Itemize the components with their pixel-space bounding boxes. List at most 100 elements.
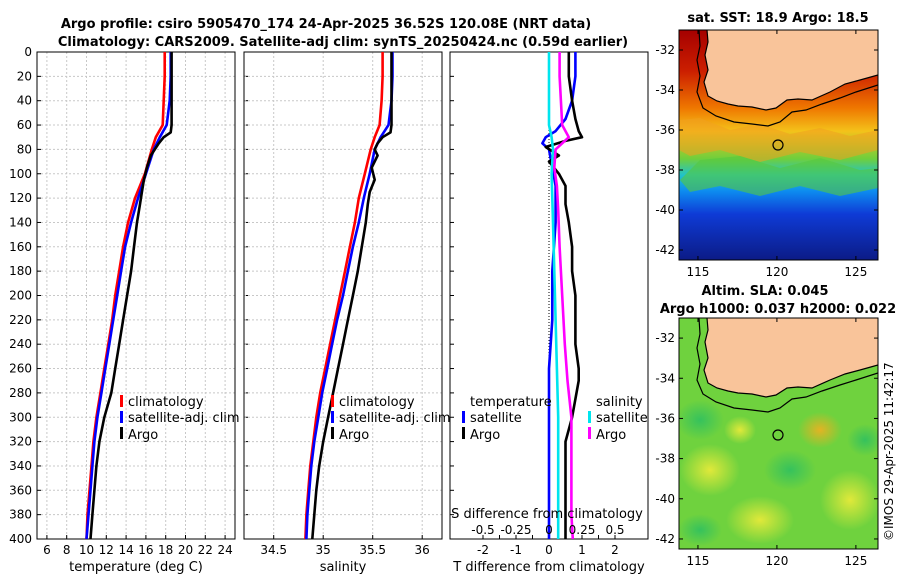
depth-tick-label: 200 [9,289,32,303]
temperature-argo-line [89,52,173,539]
legend-title-temperature: temperature [470,395,552,410]
temperature-tick-label: 14 [118,543,133,557]
depth-tick-label: 120 [9,191,32,205]
depth-tick-label: 0 [24,45,32,59]
t-difference-tick-label: 1 [578,543,586,557]
difference-salinity-argo-line [553,52,575,539]
s-difference-tick-label: 0.25 [569,523,596,537]
latitude-tick-label: -42 [655,532,675,546]
salinity-argo-line [311,52,393,539]
depth-tick-label: 300 [9,410,32,424]
longitude-tick-label: 125 [844,265,867,279]
sla-map-title2: Argo h1000: 0.037 h2000: 0.022 [660,302,896,317]
sla-map-title1: Altim. SLA: 0.045 [702,284,829,299]
s-difference-tick-label: 0 [545,523,553,537]
salinity-tick-label: 34.5 [260,543,287,557]
depth-tick-label: 380 [9,508,32,522]
longitude-tick-label: 115 [686,554,709,568]
legend-swatch-satellite [120,411,123,423]
depth-tick-label: 180 [9,264,32,278]
latitude-tick-label: -40 [655,203,675,217]
difference-salinity-satellite-line [547,52,560,539]
salinity-tick-label: 35.5 [359,543,386,557]
legend-label-s-satellite: satellite [596,411,648,426]
coastline [703,30,878,111]
temperature-tick-label: 18 [158,543,173,557]
salinity-panel: 34.5 35 35.5 36 salinity climatology satell… [243,51,451,575]
depth-tick-label: 140 [9,215,32,229]
s-difference-tick-label: -0.25 [500,523,531,537]
depth-tick-label: 340 [9,459,32,473]
argo-location-marker [772,139,784,151]
latitude-tick-label: -32 [655,43,675,57]
legend-swatch-s-argo [588,427,591,439]
depth-tick-label: 40 [17,94,32,108]
depth-tick-label: 20 [17,69,32,83]
longitude-tick-label: 120 [765,554,788,568]
salinity-xlabel: salinity [320,560,367,575]
sst-green-patch [680,156,878,196]
longitude-tick-label: 125 [844,554,867,568]
land [704,30,878,110]
depth-tick-label: 220 [9,313,32,327]
depth-tick-label: 80 [17,142,32,156]
legend-swatch-satellite [331,411,334,423]
temperature-xlabel: temperature (deg C) [69,560,203,575]
temperature-tick-label: 12 [99,543,114,557]
legend-label-t-argo: Argo [470,428,500,443]
temperature-panel: 0 20 40 60 80 100 120 140 160 180 200 220 240 260 280 3… [9,45,454,575]
depth-tick-label: 240 [9,337,32,351]
t-difference-xlabel: T difference from climatology [452,560,645,575]
legend-swatch-argo [331,427,334,439]
temperature-tick-label: 22 [198,543,213,557]
salinity-tick-label: 35 [316,543,331,557]
latitude-tick-label: -36 [655,123,675,137]
latitude-tick-label: -42 [655,243,675,257]
legend-label-satellite: satellite-adj. clim [128,411,240,426]
legend-title-salinity: salinity [596,395,643,410]
legend-swatch-climatology [120,395,123,407]
legend-swatch-t-argo [462,427,465,439]
s-difference-label: S difference from climatology [451,507,643,522]
legend-label-climatology: climatology [339,395,415,410]
latitude-tick-label: -34 [655,83,675,97]
salinity-satellite-adj-clim-line [305,52,394,539]
temperature-tick-label: 10 [79,543,94,557]
sst-map-title: sat. SST: 18.9 Argo: 18.5 [687,11,868,26]
sst-map: sat. SST: 18.9 Argo: 18.5 -32 -34 -36 -38 -4… [655,11,879,279]
latitude-tick-label: -38 [655,452,675,466]
legend-label-argo: Argo [339,428,369,443]
coastline [703,318,878,398]
salinity-tick-label: 36 [415,543,430,557]
copyright-stamp: ©IMOS 29-Apr-2025 11:42:17 [882,362,896,541]
legend-label-climatology: climatology [128,395,204,410]
s-difference-tick-label: -0.5 [471,523,494,537]
legend-label-argo: Argo [128,428,158,443]
depth-tick-label: 160 [9,240,32,254]
depth-tick-label: 100 [9,167,32,181]
temperature-satellite-adj-clim-line [85,52,172,539]
longitude-tick-label: 115 [686,265,709,279]
legend-label-satellite: satellite-adj. clim [339,411,451,426]
depth-tick-label: 60 [17,118,32,132]
difference-temperature-satellite-line [541,52,577,539]
latitude-tick-label: -36 [655,411,675,425]
depth-tick-label: 400 [9,532,32,546]
depth-tick-label: 360 [9,483,32,497]
latitude-tick-label: -38 [655,163,675,177]
legend-swatch-s-satellite [588,411,591,423]
temperature-tick-label: 24 [217,543,232,557]
latitude-tick-label: -40 [655,492,675,506]
t-difference-tick-label: -2 [477,543,489,557]
sla-map: Altim. SLA: 0.045 Argo h1000: 0.037 h200… [655,284,896,568]
land [704,318,878,397]
legend-swatch-argo [120,427,123,439]
temperature-legend: climatology satellite-adj. clim Argo [120,395,240,443]
shelf-contour [696,30,878,127]
difference-legend: temperature satellite Argo salinity sate… [462,395,648,443]
difference-temperature-argo-line [544,52,584,539]
longitude-tick-label: 120 [765,265,788,279]
t-difference-tick-label: 0 [545,543,553,557]
legend-label-t-satellite: satellite [470,411,522,426]
